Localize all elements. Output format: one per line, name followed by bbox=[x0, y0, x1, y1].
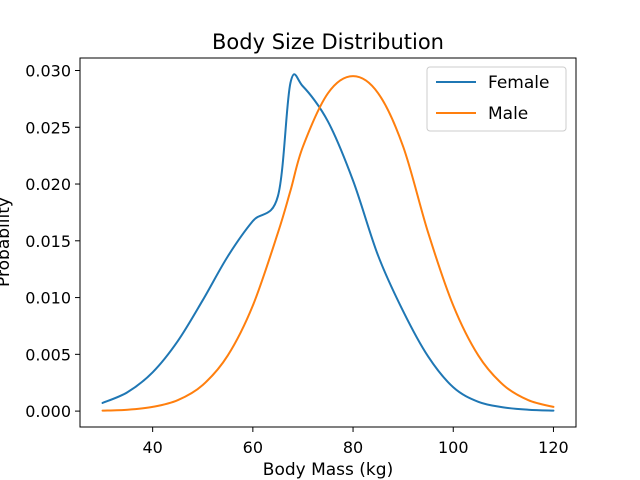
y-tick-label: 0.010 bbox=[25, 289, 71, 308]
x-tick-label: 80 bbox=[343, 438, 363, 457]
plot-area bbox=[79, 57, 577, 428]
series-lines bbox=[101, 73, 555, 412]
y-tick-label: 0.015 bbox=[25, 232, 71, 251]
y-tick-label: 0.025 bbox=[25, 118, 71, 137]
y-tick-label: 0.020 bbox=[25, 175, 71, 194]
x-axis-label: Body Mass (kg) bbox=[263, 460, 393, 480]
y-tick-label: 0.000 bbox=[25, 402, 71, 421]
series-line-male bbox=[101, 75, 555, 412]
plot-frame bbox=[79, 57, 577, 428]
x-tick-label: 120 bbox=[538, 438, 569, 457]
y-tick-label: 0.005 bbox=[25, 345, 71, 364]
y-tick-label: 0.030 bbox=[25, 61, 71, 80]
legend-label-female: Female bbox=[488, 73, 549, 93]
legend: Female Male bbox=[426, 66, 567, 132]
x-tick-label: 60 bbox=[243, 438, 263, 457]
y-axis-label: Probability bbox=[0, 197, 14, 287]
x-tick-label: 100 bbox=[438, 438, 469, 457]
y-axis: 0.000 0.005 0.010 0.015 0.020 0.025 0.030 bbox=[25, 61, 80, 421]
chart-title: Body Size Distribution bbox=[212, 30, 444, 54]
series-line-female bbox=[101, 73, 555, 412]
x-axis: 40 60 80 100 120 bbox=[142, 427, 569, 457]
x-tick-label: 40 bbox=[142, 438, 162, 457]
legend-label-male: Male bbox=[488, 104, 528, 124]
